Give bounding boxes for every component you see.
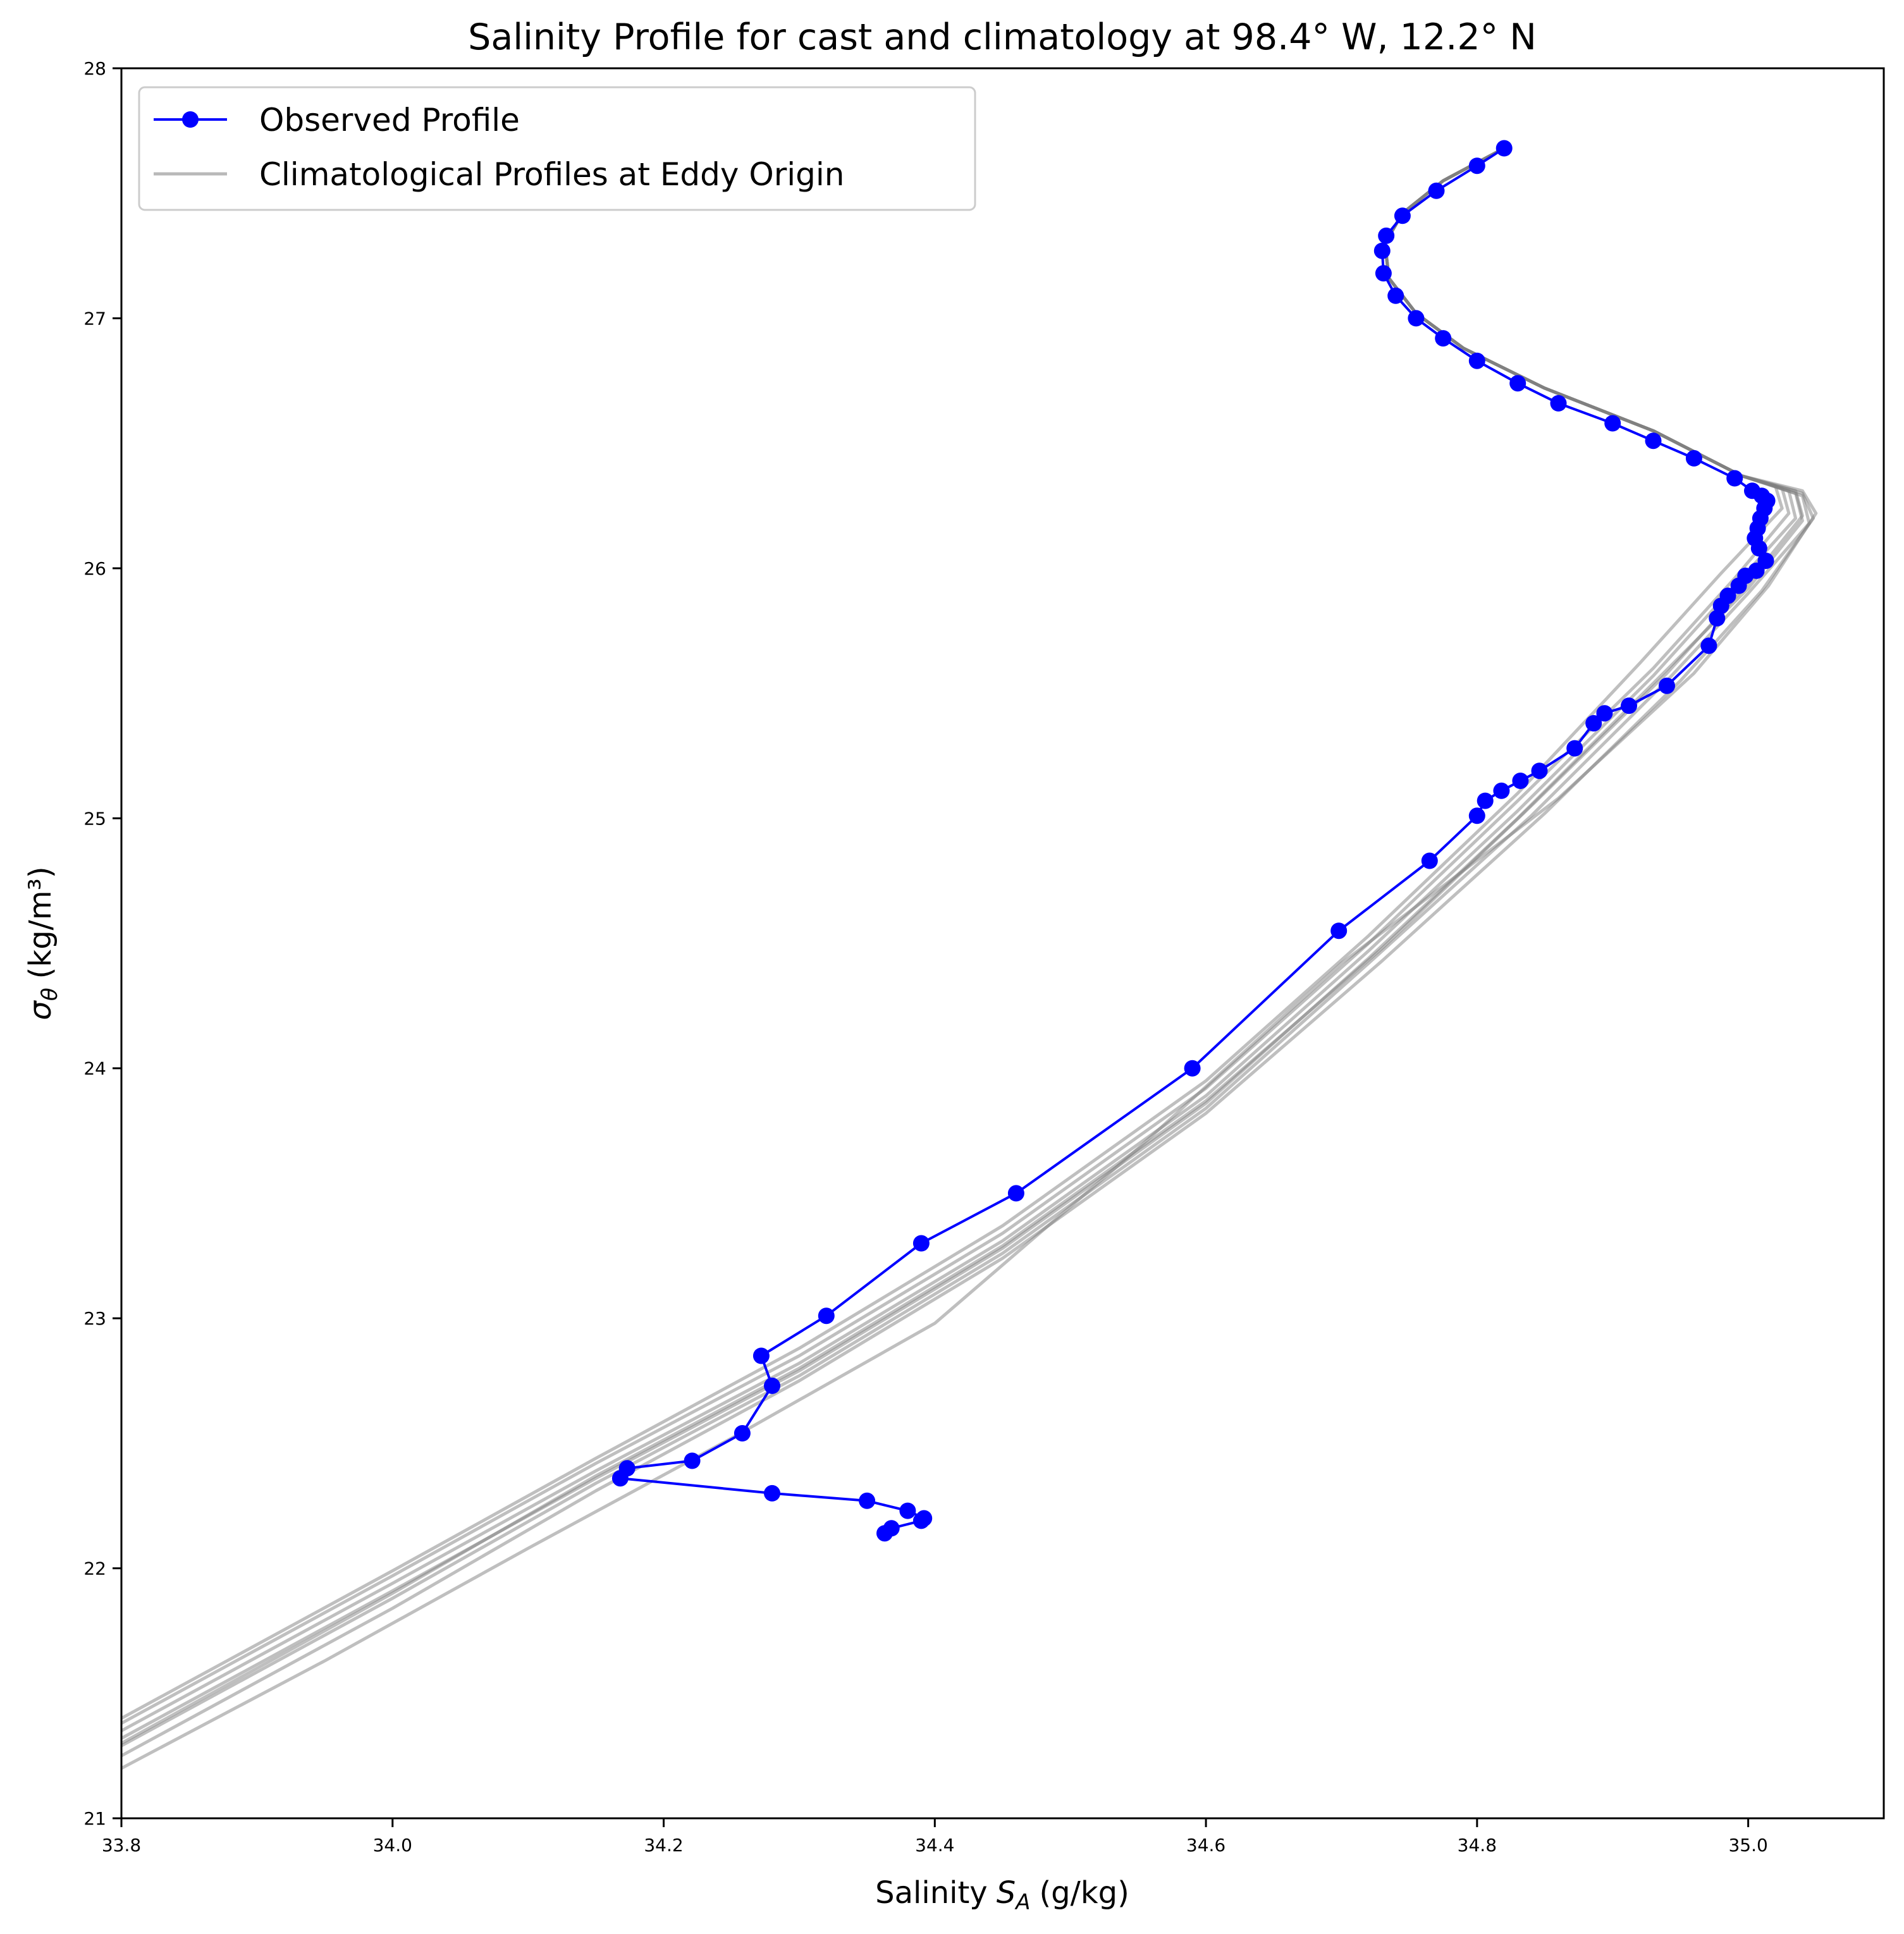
y-axis-label-symbol: σ bbox=[23, 1000, 58, 1020]
x-axis-label: Salinity SA (g/kg) bbox=[875, 1875, 1129, 1915]
y-tick-label: 21 bbox=[83, 1808, 106, 1829]
observed-point bbox=[1493, 782, 1510, 799]
observed-point bbox=[1184, 1060, 1201, 1077]
observed-point bbox=[1378, 227, 1395, 244]
observed-point bbox=[1585, 715, 1602, 731]
y-tick-label: 23 bbox=[83, 1308, 106, 1329]
observed-point bbox=[1428, 182, 1445, 199]
y-tick-label: 24 bbox=[83, 1058, 106, 1079]
observed-point bbox=[1604, 415, 1621, 432]
observed-point bbox=[1659, 677, 1675, 694]
observed-point bbox=[1621, 697, 1637, 714]
legend-observed-marker bbox=[182, 111, 199, 128]
observed-point bbox=[912, 1235, 930, 1252]
observed-point bbox=[1375, 265, 1392, 282]
observed-point bbox=[1596, 705, 1613, 722]
observed-point bbox=[1468, 807, 1485, 824]
y-tick-label: 28 bbox=[83, 58, 106, 79]
x-axis-label-text: Salinity bbox=[875, 1875, 988, 1911]
observed-point bbox=[1531, 762, 1548, 780]
observed-point bbox=[1709, 609, 1726, 627]
x-axis-label-subscript: A bbox=[1014, 1890, 1030, 1915]
legend-observed-label: Observed Profile bbox=[259, 102, 520, 138]
observed-point bbox=[1509, 375, 1526, 392]
observed-point bbox=[1007, 1185, 1024, 1202]
observed-point bbox=[1408, 310, 1425, 327]
x-tick-label: 34.0 bbox=[373, 1835, 412, 1856]
observed-point bbox=[1744, 482, 1760, 499]
x-tick-label: 34.8 bbox=[1458, 1835, 1497, 1856]
observed-point bbox=[752, 1347, 770, 1364]
y-axis-label-subscript: θ bbox=[37, 988, 63, 1001]
observed-point bbox=[1394, 207, 1411, 224]
observed-point bbox=[734, 1425, 751, 1441]
x-tick-label: 33.8 bbox=[102, 1835, 141, 1856]
observed-point bbox=[1468, 157, 1485, 174]
x-tick-label: 35.0 bbox=[1728, 1835, 1767, 1856]
observed-point bbox=[1421, 852, 1438, 869]
observed-point bbox=[764, 1484, 780, 1502]
plot-area-frame bbox=[120, 67, 1885, 1820]
observed-point bbox=[883, 1520, 900, 1537]
x-tick-label: 34.6 bbox=[1186, 1835, 1225, 1856]
x-tick-label: 34.4 bbox=[915, 1835, 954, 1856]
y-axis-label: σθ (kg/m³) bbox=[23, 866, 63, 1020]
observed-point bbox=[1566, 740, 1583, 757]
observed-point bbox=[859, 1492, 876, 1509]
observed-point bbox=[1512, 773, 1529, 789]
legend-climatology-label: Climatological Profiles at Eddy Origin bbox=[259, 156, 845, 193]
observed-point bbox=[1330, 922, 1348, 939]
observed-point bbox=[618, 1460, 636, 1477]
observed-point bbox=[1726, 470, 1743, 487]
observed-point bbox=[1373, 242, 1391, 259]
observed-point bbox=[1435, 330, 1452, 347]
observed-point bbox=[1496, 140, 1513, 157]
x-axis-ticks: 33.8 34.0 34.2 34.4 34.6 34.8 35.0 bbox=[102, 1818, 1768, 1856]
climatology-profile-line bbox=[121, 147, 1804, 1745]
observed-point bbox=[1645, 432, 1662, 450]
observed-point bbox=[1757, 553, 1774, 569]
legend-box bbox=[138, 86, 976, 211]
climatology-series bbox=[121, 147, 1818, 1770]
observed-point bbox=[899, 1502, 916, 1519]
y-tick-label: 22 bbox=[83, 1558, 106, 1579]
observed-point bbox=[1700, 637, 1717, 654]
x-axis-label-symbol: S bbox=[997, 1875, 1016, 1911]
observed-point bbox=[916, 1510, 933, 1527]
observed-point bbox=[818, 1307, 835, 1325]
observed-point bbox=[1550, 395, 1567, 412]
observed-point bbox=[684, 1452, 701, 1469]
observed-point bbox=[764, 1377, 780, 1394]
y-tick-label: 27 bbox=[83, 308, 106, 329]
observed-point bbox=[1387, 287, 1404, 304]
x-axis-label-unit: (g/kg) bbox=[1039, 1875, 1129, 1911]
observed-point bbox=[1685, 450, 1702, 467]
y-axis-label-unit: (kg/m³) bbox=[23, 866, 58, 979]
observed-point bbox=[1719, 587, 1736, 604]
legend: Observed Profile Climatological Profiles… bbox=[138, 86, 976, 211]
observed-point bbox=[1468, 352, 1485, 369]
observed-point bbox=[1477, 792, 1494, 809]
y-tick-label: 25 bbox=[83, 808, 106, 829]
y-tick-label: 26 bbox=[83, 558, 106, 579]
chart-title: Salinity Profile for cast and climatolog… bbox=[468, 16, 1537, 58]
observed-series bbox=[611, 140, 1776, 1542]
y-axis-ticks: 21 22 23 24 25 26 27 28 bbox=[83, 58, 121, 1829]
x-tick-label: 34.2 bbox=[644, 1835, 683, 1856]
